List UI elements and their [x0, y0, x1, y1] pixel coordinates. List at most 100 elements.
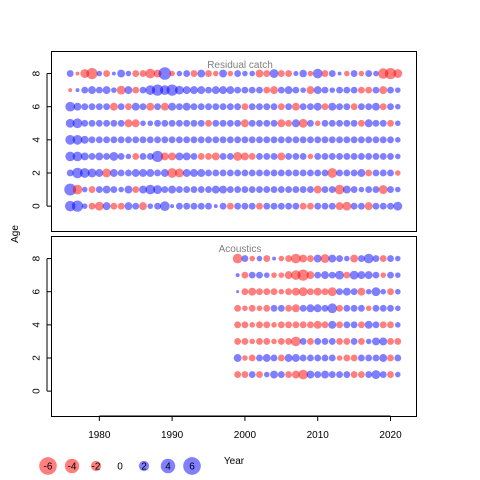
- bubble: [263, 169, 271, 177]
- bubble: [328, 271, 336, 279]
- bubble: [249, 255, 255, 262]
- bubble: [241, 202, 249, 210]
- bubble: [263, 103, 271, 111]
- bubble: [263, 136, 271, 144]
- bubble: [226, 119, 234, 127]
- bubble: [270, 288, 278, 296]
- y-tick-label: 8: [32, 255, 43, 261]
- bubble: [298, 287, 308, 297]
- bubble: [205, 136, 212, 144]
- bubble: [234, 304, 242, 312]
- bubble: [248, 304, 256, 312]
- bubble: [197, 152, 205, 160]
- bubble: [79, 168, 90, 178]
- bubble: [241, 321, 249, 329]
- bubble: [213, 204, 218, 209]
- bubble: [350, 70, 358, 77]
- bubble: [372, 186, 380, 193]
- bubble: [234, 186, 242, 193]
- bubble: [88, 202, 96, 210]
- bubble: [357, 86, 365, 94]
- bubble: [160, 169, 169, 177]
- bubble: [219, 103, 227, 111]
- bubble: [272, 256, 277, 261]
- bubble: [298, 118, 308, 128]
- bubble: [263, 272, 270, 278]
- legend-bubble: [183, 457, 201, 475]
- bubble: [357, 337, 365, 345]
- bubble: [241, 337, 249, 345]
- bubble: [395, 272, 401, 278]
- bubble: [343, 321, 351, 329]
- bubble: [350, 103, 358, 111]
- bubble: [314, 271, 322, 279]
- bubble: [350, 288, 358, 296]
- bubble: [96, 70, 103, 77]
- bubble: [95, 103, 103, 111]
- bubble: [321, 186, 329, 193]
- bubble: [88, 186, 96, 193]
- bubble: [241, 136, 249, 144]
- bubble: [124, 202, 133, 211]
- bubble: [255, 69, 264, 78]
- bubble: [372, 337, 380, 346]
- y-tick-label: 0: [32, 203, 43, 209]
- bubble: [117, 136, 125, 144]
- bubble: [343, 271, 351, 279]
- bubble: [139, 86, 147, 94]
- bubble: [306, 86, 315, 95]
- bubble: [168, 102, 177, 111]
- bubble: [263, 152, 271, 160]
- bubble: [321, 86, 329, 94]
- bubble: [372, 202, 380, 210]
- bubble: [336, 103, 343, 111]
- bubble: [285, 304, 293, 312]
- bubble: [131, 119, 140, 128]
- bubble: [395, 137, 401, 143]
- bubble: [103, 119, 111, 127]
- bubble: [190, 169, 198, 177]
- bubble: [234, 321, 242, 329]
- bubble: [307, 70, 314, 77]
- bubble: [313, 320, 322, 329]
- bubble: [169, 70, 175, 77]
- bubble: [371, 370, 381, 379]
- bubble: [175, 103, 183, 111]
- bubble: [256, 321, 263, 329]
- bubble: [314, 337, 322, 345]
- bubble: [65, 101, 76, 112]
- bubble: [248, 354, 256, 362]
- bubble: [357, 202, 365, 210]
- bubble: [278, 255, 285, 262]
- bubble: [328, 186, 336, 193]
- bubble: [270, 370, 279, 379]
- bubble: [132, 136, 140, 144]
- bubble: [175, 152, 184, 161]
- bubble: [256, 371, 263, 378]
- bubble: [219, 152, 227, 160]
- bubble: [95, 152, 104, 161]
- bubble: [212, 169, 220, 177]
- bubble: [125, 103, 132, 111]
- bubble: [321, 169, 329, 177]
- bubble: [307, 321, 314, 329]
- bubble: [87, 168, 97, 178]
- y-tick-label: 6: [32, 103, 43, 109]
- bubble: [298, 369, 309, 380]
- bubble: [146, 169, 155, 177]
- legend-bubble: [138, 460, 150, 472]
- bubble: [139, 70, 147, 77]
- bubble: [219, 169, 227, 177]
- bubble: [197, 86, 206, 95]
- bubble: [117, 202, 125, 210]
- bubble: [285, 136, 293, 144]
- bubble: [168, 185, 177, 194]
- bubble: [328, 152, 336, 160]
- bubble: [357, 136, 365, 144]
- legend-label: 4: [165, 462, 171, 473]
- bubble: [321, 70, 329, 77]
- bubble: [328, 102, 337, 111]
- bubble: [263, 119, 271, 127]
- bubble: [248, 202, 256, 210]
- bubble: [219, 185, 228, 194]
